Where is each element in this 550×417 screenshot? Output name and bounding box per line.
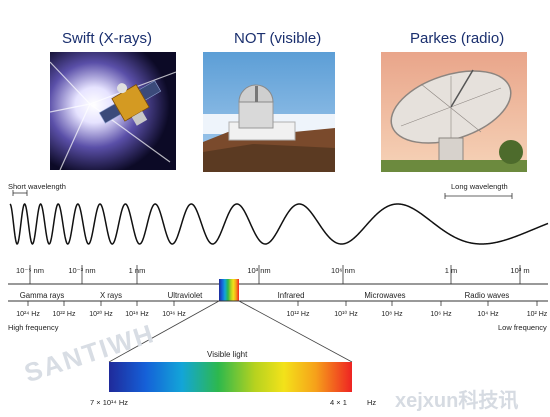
wavelength-tick-label: 10⁻⁵ nm <box>16 266 44 275</box>
visible-light-label: Visible light <box>207 350 248 359</box>
band-label: Microwaves <box>364 291 405 300</box>
frequency-tick-label: 10² Hz <box>527 311 548 318</box>
frequency-tick-label: 10²² Hz <box>53 311 76 318</box>
band-label: Infrared <box>278 291 305 300</box>
observatory-photo <box>203 52 335 172</box>
frequency-tick-label: 10¹⁰ Hz <box>334 310 358 318</box>
wavelength-tick-label: 1 nm <box>129 266 146 275</box>
visible-left-frequency: 7 × 10¹⁴ Hz <box>90 398 128 407</box>
zoom-line-right <box>238 300 353 363</box>
band-label: Ultraviolet <box>168 291 203 300</box>
radio-dish-photo <box>381 52 527 172</box>
long-wavelength-label: Long wavelength <box>451 182 508 191</box>
visible-spectrum-bar <box>109 362 352 392</box>
frequency-tick-label: 10¹² Hz <box>287 311 310 318</box>
wavelength-tick-label: 10³ nm <box>247 266 270 275</box>
wavelength-tick-label: 1 m <box>445 266 458 275</box>
satellite-photo <box>50 52 176 170</box>
wavelength-tick-label: 10⁶ nm <box>331 266 355 275</box>
swift-title: Swift (X-rays) <box>62 30 152 47</box>
visible-band-strip <box>219 279 239 301</box>
high-frequency-label: High frequency <box>8 323 59 332</box>
not-title: NOT (visible) <box>234 30 322 47</box>
frequency-tick-label: 10¹⁸ Hz <box>125 311 149 318</box>
wavelength-tick-label: 10³ m <box>510 266 529 275</box>
frequency-tick-label: 10⁸ Hz <box>381 311 403 318</box>
wavelength-tick-label: 10⁻³ nm <box>68 266 95 275</box>
frequency-tick-label: 10²⁰ Hz <box>89 310 113 318</box>
frequency-tick-label: 10¹⁶ Hz <box>162 311 186 318</box>
frequency-tick-label: 10⁶ Hz <box>430 311 452 318</box>
low-frequency-label: Low frequency <box>498 323 547 332</box>
band-label: Gamma rays <box>20 291 65 300</box>
wave-curve <box>9 203 549 245</box>
band-label: X rays <box>100 291 122 300</box>
frequency-tick-label: 10⁴ Hz <box>477 311 499 318</box>
band-label: Radio waves <box>465 291 510 300</box>
frequency-tick-label: 10²⁴ Hz <box>16 311 40 318</box>
parkes-title: Parkes (radio) <box>410 30 505 47</box>
short-wavelength-label: Short wavelength <box>8 182 66 191</box>
zoom-line-left <box>108 300 220 363</box>
visible-right-unit: Hz <box>367 398 376 407</box>
visible-right-frequency: 4 × 1 <box>330 398 347 407</box>
